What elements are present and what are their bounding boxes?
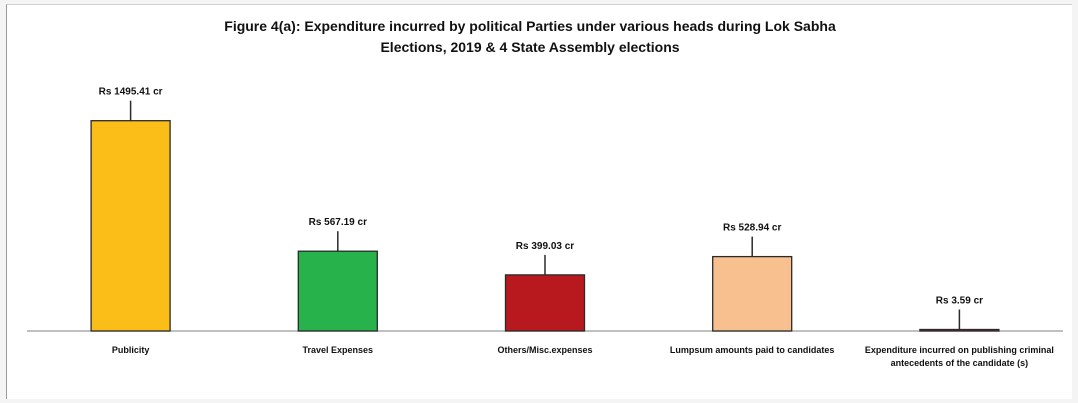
bar-2 — [297, 250, 378, 332]
category-label-3: Others/Misc.expenses — [497, 345, 592, 355]
bar-3 — [504, 274, 586, 332]
bar-4 — [712, 255, 793, 332]
chart-frame — [6, 4, 1072, 399]
category-label-5-line-1: Expenditure incurred on publishing crimi… — [865, 345, 1054, 355]
data-label-5: Rs 3.59 cr — [936, 296, 983, 307]
category-label-2: Travel Expenses — [303, 345, 374, 355]
data-label-1: Rs 1495.41 cr — [99, 87, 163, 98]
chart-title-line-2: Elections, 2019 & 4 State Assembly elect… — [380, 39, 680, 55]
chart-title: Figure 4(a): Expenditure incurred by pol… — [0, 16, 1060, 58]
category-label-5-line-2: antecedents of the candidate (s) — [891, 358, 1029, 368]
data-label-3: Rs 399.03 cr — [516, 241, 574, 252]
bar-5 — [919, 328, 1000, 332]
data-label-4: Rs 528.94 cr — [723, 223, 781, 234]
data-label-2: Rs 567.19 cr — [309, 217, 367, 228]
chart-title-line-1: Figure 4(a): Expenditure incurred by pol… — [224, 18, 836, 34]
bar-1 — [90, 120, 171, 332]
category-label-1: Publicity — [112, 345, 150, 355]
category-label-4: Lumpsum amounts paid to candidates — [670, 345, 835, 355]
